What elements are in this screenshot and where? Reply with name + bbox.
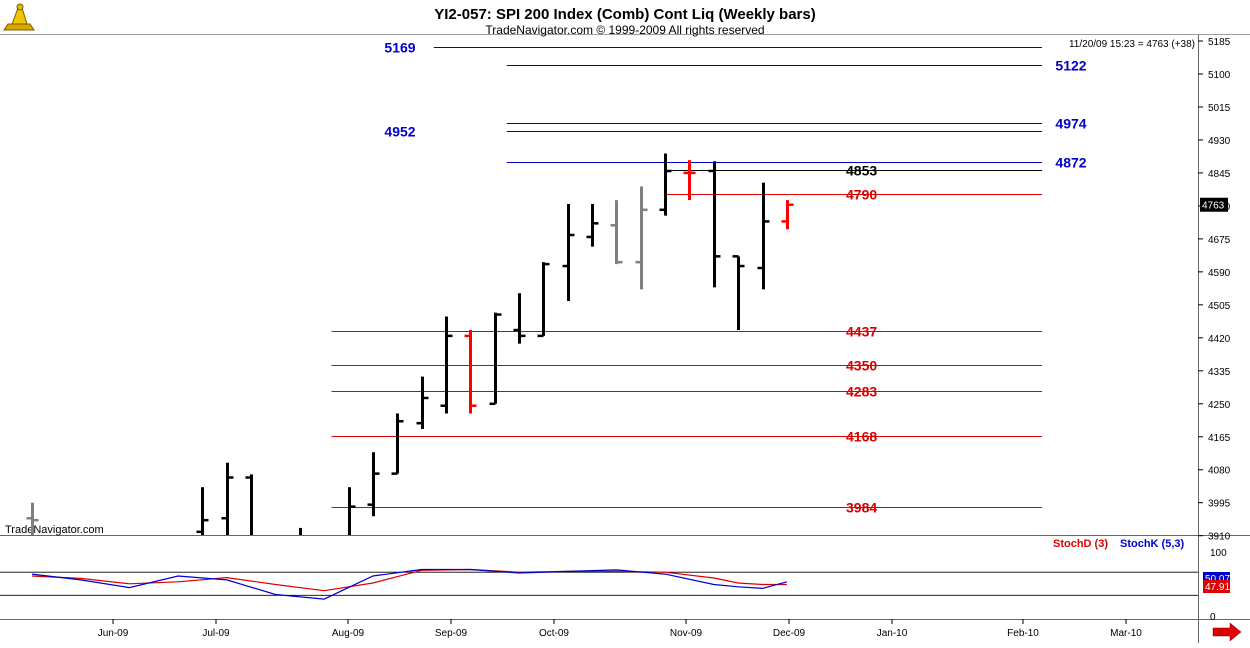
price-bar (781, 200, 794, 230)
stochd-last-label: 47.91 (1205, 582, 1230, 593)
chart-subtitle: TradeNavigator.com © 1999-2009 All right… (485, 23, 764, 37)
price-bar (732, 255, 745, 331)
price-tick-label: 3995 (1208, 499, 1231, 510)
level-label-5169: 5169 (384, 40, 415, 56)
scroll-right-arrow-icon[interactable] (1212, 622, 1242, 642)
price-bar (659, 153, 672, 216)
legend-stochd: StochD (3) (1053, 538, 1108, 550)
time-tick-label: Dec-09 (773, 628, 806, 639)
price-tick-label: 4080 (1208, 466, 1231, 477)
price-bar (391, 413, 404, 475)
time-tick-label: Mar-10 (1110, 628, 1142, 639)
price-tick-label: 5015 (1208, 103, 1231, 114)
level-label-4437: 4437 (846, 324, 877, 340)
level-label-4952: 4952 (384, 124, 415, 140)
price-bar (245, 474, 253, 535)
price-axis-ticks: 5185510050154930484547604675459045054420… (1198, 37, 1231, 543)
price-tick-label: 4420 (1208, 334, 1231, 345)
level-label-4790: 4790 (846, 187, 877, 203)
stoch-value-tags: 50.07 47.91 (1203, 572, 1230, 593)
time-tick-label: Jan-10 (877, 628, 908, 639)
last-price-label: 4763 (1202, 201, 1225, 212)
price-bar (757, 182, 770, 290)
price-bar (26, 502, 39, 535)
price-bar (464, 330, 477, 414)
level-label-4853: 4853 (846, 163, 877, 179)
price-tick-label: 5185 (1208, 37, 1231, 48)
level-lines: 5169 5122 4974 4952 4872 4853 4790 4437 4350 4283… (331, 40, 1087, 516)
chart-title: YI2-057: SPI 200 Index (Comb) Cont Liq (… (434, 6, 815, 23)
price-bar (708, 161, 721, 288)
time-axis-ticks: Jun-09 Jul-09 Aug-09 Sep-09 Oct-09 Nov-09 Dec-… (98, 619, 1142, 639)
price-bar (586, 203, 599, 247)
price-tick-label: 4335 (1208, 367, 1231, 378)
stochk-last-label: 50.07 (1205, 574, 1230, 585)
price-bar (196, 487, 209, 535)
price-bar (440, 316, 453, 414)
level-label-4283: 4283 (846, 384, 877, 400)
price-bar (610, 200, 623, 265)
price-bar (635, 186, 648, 290)
level-label-5122: 5122 (1055, 58, 1086, 74)
time-tick-label: Jun-09 (98, 628, 129, 639)
time-tick-label: Oct-09 (539, 628, 569, 639)
price-tick-label: 4675 (1208, 235, 1231, 246)
level-label-4168: 4168 (846, 429, 877, 445)
stoch-tick-label: 100 (1210, 548, 1227, 559)
time-tick-label: Aug-09 (332, 628, 365, 639)
price-tick-label: 4590 (1208, 268, 1231, 279)
level-label-4974: 4974 (1055, 116, 1086, 132)
price-bar (683, 160, 696, 201)
time-tick-label: Sep-09 (435, 628, 468, 639)
stoch-tick-label: 0 (1210, 612, 1216, 623)
watermark: TradeNavigator.com (5, 524, 104, 536)
price-bar (537, 262, 550, 338)
price-bars (26, 153, 794, 535)
time-tick-label: Jul-09 (202, 628, 230, 639)
price-tick-label: 5100 (1208, 70, 1231, 81)
price-tick-label: 4845 (1208, 169, 1231, 180)
time-tick-label: Feb-10 (1007, 628, 1039, 639)
price-tick-label: 4250 (1208, 400, 1231, 411)
price-tick-label: 3910 (1208, 532, 1231, 543)
last-quote-info: 11/20/09 15:23 = 4763 (+38) (1069, 39, 1195, 50)
stochastic-panel: 100 0 (0, 548, 1227, 623)
price-bar (221, 462, 234, 535)
stochk-line (31, 568, 788, 600)
time-tick-label: Nov-09 (670, 628, 703, 639)
price-tick-label: 4505 (1208, 301, 1231, 312)
price-bar (348, 487, 356, 535)
price-bar (489, 312, 502, 406)
price-tick-label: 4165 (1208, 433, 1231, 444)
price-bar (513, 293, 526, 344)
price-tick-label: 4930 (1208, 136, 1231, 147)
level-label-3984: 3984 (846, 500, 877, 516)
price-bar (562, 203, 575, 301)
trade-navigator-logo-icon (3, 3, 35, 31)
level-label-4872: 4872 (1055, 155, 1086, 171)
price-bar (367, 452, 380, 517)
level-label-4350: 4350 (846, 358, 877, 374)
last-price-tag: 4763 (1200, 197, 1228, 212)
legend-stochk: StochK (5,3) (1120, 538, 1185, 550)
price-bar (416, 376, 429, 429)
